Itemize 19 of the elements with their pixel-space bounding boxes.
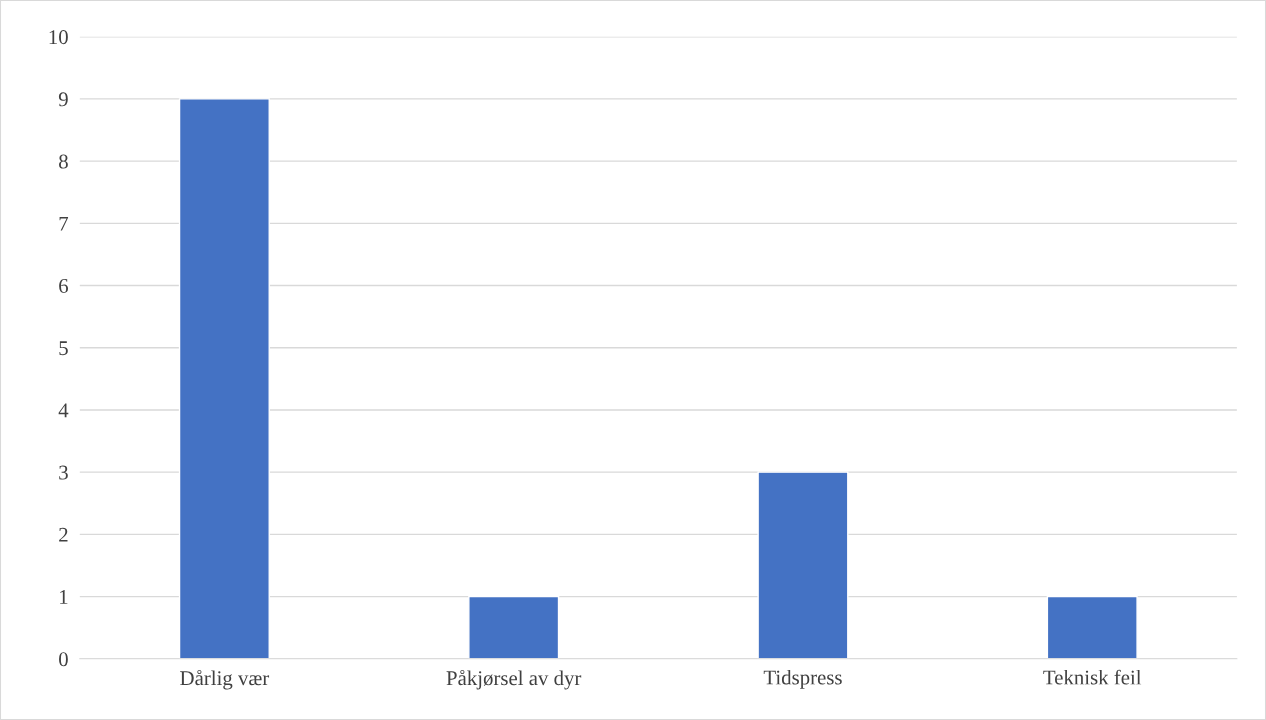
y-tick-label: 8 bbox=[59, 154, 68, 169]
x-tick-label: Påkjørsel av dyr bbox=[446, 669, 582, 690]
y-tick-label: 1 bbox=[60, 590, 68, 604]
y-tick-label: 0 bbox=[59, 652, 68, 667]
y-tick-label: 9 bbox=[58, 92, 68, 107]
x-tick-label: Teknisk feil bbox=[1043, 669, 1142, 685]
bar bbox=[178, 98, 270, 659]
x-tick-label: Dårlig vær bbox=[180, 669, 270, 690]
bar bbox=[468, 595, 560, 659]
y-tick-label: 2 bbox=[59, 527, 68, 542]
y-tick-label: 5 bbox=[59, 341, 68, 356]
y-tick-label: 3 bbox=[59, 465, 68, 480]
bar bbox=[757, 471, 849, 659]
bar bbox=[1046, 595, 1138, 659]
y-tick-label: 4 bbox=[58, 403, 69, 418]
y-tick-label: 7 bbox=[59, 216, 69, 231]
y-tick-label: 6 bbox=[59, 278, 69, 293]
x-tick-label: Tidspress bbox=[763, 669, 842, 689]
y-tick-label: 10 bbox=[49, 30, 68, 45]
